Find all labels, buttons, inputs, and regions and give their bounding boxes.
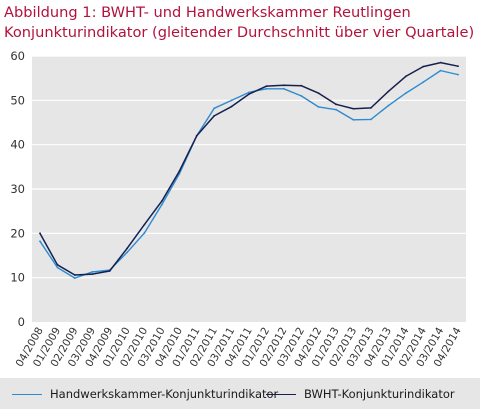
data-point-bwht-03-2012 [300,84,303,87]
data-point-bwht-02-2014 [422,65,425,68]
data-point-bwht-03-2014 [439,61,442,64]
data-point-bwht-04-2014 [457,65,459,68]
y-tick-label-50: 50 [10,93,25,107]
data-point-bwht-04-2008 [39,232,41,235]
legend-swatch-handwerkskammer [12,393,42,395]
data-point-handwerkskammer-01-2009 [56,266,59,269]
data-point-bwht-02-2012 [282,84,285,87]
data-point-bwht-03-2013 [370,106,372,109]
line-chart: 010203040506004/200801/200902/200903/200… [10,49,466,369]
data-point-handwerkskammer-02-2011 [213,107,216,110]
y-tick-label-0: 0 [18,315,25,329]
legend-label-handwerkskammer: Handwerkskammer-Konjunkturindikator [50,387,279,401]
chart-area: 0 10 20 30 40 50 60 04/2008 01/2009 02/2009 03/200… [0,48,480,378]
data-point-bwht-01-2014 [404,75,407,78]
data-point-bwht-04-2013 [387,90,390,93]
y-tick-label-10: 10 [10,271,25,285]
data-point-handwerkskammer-03-2010 [161,203,163,206]
data-point-handwerkskammer-04-2011 [248,91,250,94]
legend-item-bwht: BWHT-Konjunkturindikator [266,387,455,401]
data-point-handwerkskammer-02-2009 [73,277,76,280]
data-point-handwerkskammer-03-2013 [370,118,372,121]
data-point-handwerkskammer-01-2014 [404,92,407,95]
data-point-handwerkskammer-04-2013 [387,104,390,107]
data-point-bwht-02-2009 [73,274,76,276]
data-point-bwht-03-2011 [230,105,233,108]
data-point-bwht-04-2012 [317,92,320,95]
data-point-handwerkskammer-01-2013 [335,108,337,111]
data-point-handwerkskammer-02-2014 [422,81,425,84]
data-point-bwht-01-2013 [335,103,337,106]
data-point-bwht-01-2012 [265,85,268,88]
data-point-handwerkskammer-01-2012 [265,87,268,90]
legend-swatch-bwht [266,393,296,395]
data-point-handwerkskammer-02-2012 [282,87,285,90]
legend-item-handwerkskammer: Handwerkskammer-Konjunkturindikator [12,387,278,401]
data-point-handwerkskammer-03-2012 [300,95,303,97]
legend-label-bwht: BWHT-Konjunkturindikator [304,387,455,401]
y-tick-label-20: 20 [10,226,25,240]
y-tick-label-30: 30 [10,182,25,196]
data-point-handwerkskammer-02-2013 [352,118,355,121]
chart-title-line-2: Konjunkturindikator (gleitender Durchsch… [4,24,475,41]
data-point-handwerkskammer-04-2008 [39,240,41,243]
data-point-bwht-01-2011 [195,134,198,137]
chart-legend: Handwerkskammer-Konjunkturindikator BWHT… [0,378,480,409]
data-point-bwht-03-2010 [161,200,163,202]
data-point-bwht-01-2009 [56,263,59,266]
data-point-bwht-04-2010 [178,170,181,173]
data-point-handwerkskammer-04-2014 [457,73,459,76]
y-tick-label-40: 40 [10,138,25,152]
y-tick-label-60: 60 [10,49,25,63]
data-point-bwht-01-2010 [126,247,128,250]
chart-title: Abbildung 1: BWHT- und Handwerkskammer R… [4,3,478,43]
data-point-bwht-04-2009 [108,270,111,272]
chart-title-line-1: Abbildung 1: BWHT- und Handwerkskammer R… [4,4,411,21]
data-point-handwerkskammer-03-2014 [439,69,442,72]
data-point-bwht-04-2011 [248,93,250,96]
data-point-handwerkskammer-04-2012 [317,106,320,108]
data-point-bwht-02-2010 [143,223,146,226]
data-point-handwerkskammer-03-2011 [230,99,233,102]
data-point-bwht-02-2013 [352,107,355,110]
data-point-handwerkskammer-03-2009 [91,271,94,273]
data-point-handwerkskammer-01-2010 [126,251,128,254]
data-point-bwht-03-2009 [91,273,94,276]
data-point-bwht-02-2011 [213,114,216,117]
data-point-handwerkskammer-02-2010 [143,231,146,234]
